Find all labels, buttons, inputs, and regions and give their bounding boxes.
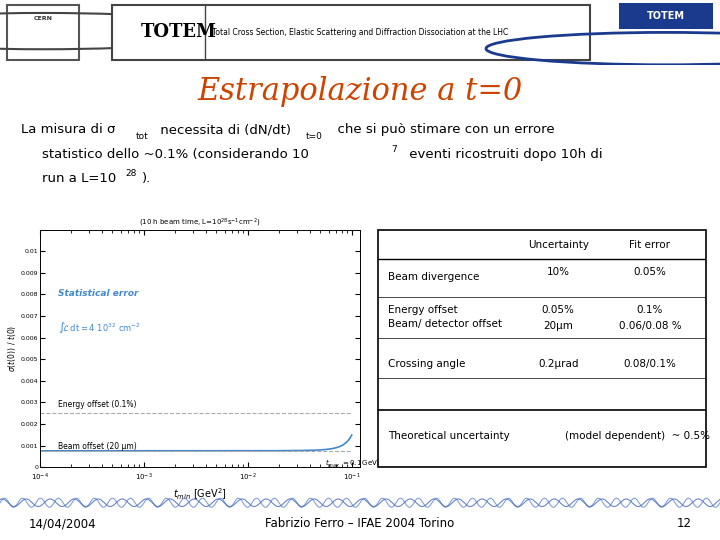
FancyBboxPatch shape <box>112 5 590 59</box>
Text: 14/04/2004: 14/04/2004 <box>29 517 96 530</box>
Text: Beam divergence: Beam divergence <box>388 272 480 282</box>
Text: eventi ricostruiti dopo 10h di: eventi ricostruiti dopo 10h di <box>405 147 603 161</box>
Text: 0.05%: 0.05% <box>541 305 575 315</box>
Text: $\int\!\mathcal{L}\,\mathrm{dt}=4\ 10^{32}\ \mathrm{cm}^{-2}$: $\int\!\mathcal{L}\,\mathrm{dt}=4\ 10^{3… <box>58 320 141 335</box>
Text: t=0: t=0 <box>306 132 323 141</box>
Title: (10 h beam time, L=10$^{28}$s$^{-1}$cm$^{-2}$): (10 h beam time, L=10$^{28}$s$^{-1}$cm$^… <box>139 217 261 230</box>
Text: Beam offset (20 μm): Beam offset (20 μm) <box>58 442 137 451</box>
Text: Energy offset (0.1%): Energy offset (0.1%) <box>58 400 136 409</box>
FancyBboxPatch shape <box>619 3 713 29</box>
Text: Energy offset: Energy offset <box>388 305 457 315</box>
Text: 0.2μrad: 0.2μrad <box>538 359 578 369</box>
Text: Crossing angle: Crossing angle <box>388 359 465 369</box>
Text: 28: 28 <box>125 169 136 178</box>
Text: Theoretical uncertainty: Theoretical uncertainty <box>388 431 510 441</box>
Text: Fabrizio Ferro – IFAE 2004 Torino: Fabrizio Ferro – IFAE 2004 Torino <box>266 517 454 530</box>
Text: TOTEM: TOTEM <box>140 23 217 42</box>
Text: Estrapolazione a t=0: Estrapolazione a t=0 <box>197 76 523 107</box>
Text: 20μm: 20μm <box>544 321 573 331</box>
Text: $t_{max}\ = 0.1\,\mathrm{GeV}^2$: $t_{max}\ = 0.1\,\mathrm{GeV}^2$ <box>325 457 381 470</box>
Text: 0.1%: 0.1% <box>636 305 663 315</box>
Text: 0.08/0.1%: 0.08/0.1% <box>624 359 676 369</box>
Text: Total Cross Section, Elastic Scattering and Diffraction Dissociation at the LHC: Total Cross Section, Elastic Scattering … <box>212 28 508 37</box>
Text: necessita di (dN/dt): necessita di (dN/dt) <box>156 123 291 137</box>
Text: run a L=10: run a L=10 <box>42 172 117 185</box>
Text: 0.05%: 0.05% <box>634 267 666 277</box>
Text: (model dependent)  ~ 0.5%: (model dependent) ~ 0.5% <box>564 431 710 441</box>
Text: 12: 12 <box>676 517 691 530</box>
Text: Statistical error: Statistical error <box>58 289 138 299</box>
Text: 10%: 10% <box>546 267 570 277</box>
Text: La misura di σ: La misura di σ <box>22 123 116 137</box>
Text: TOTEM: TOTEM <box>647 11 685 21</box>
Text: tot: tot <box>135 132 148 141</box>
Text: ).: ). <box>143 172 151 185</box>
X-axis label: $t_{min}\ [\mathrm{GeV}^2]$: $t_{min}\ [\mathrm{GeV}^2]$ <box>173 486 227 502</box>
Text: CERN: CERN <box>34 16 53 21</box>
Text: che si può stimare con un errore: che si può stimare con un errore <box>329 123 554 137</box>
Text: 7: 7 <box>391 145 397 154</box>
Text: 0.06/0.08 %: 0.06/0.08 % <box>618 321 681 331</box>
Text: Beam/ detector offset: Beam/ detector offset <box>388 319 502 329</box>
Text: statistico dello ~0.1% (considerando 10: statistico dello ~0.1% (considerando 10 <box>42 147 309 161</box>
FancyBboxPatch shape <box>7 5 79 59</box>
Text: Uncertainty: Uncertainty <box>528 240 589 250</box>
Text: Fit error: Fit error <box>629 240 670 250</box>
Y-axis label: $\sigma(t(0))\ /\ t(0)$: $\sigma(t(0))\ /\ t(0)$ <box>6 325 18 372</box>
